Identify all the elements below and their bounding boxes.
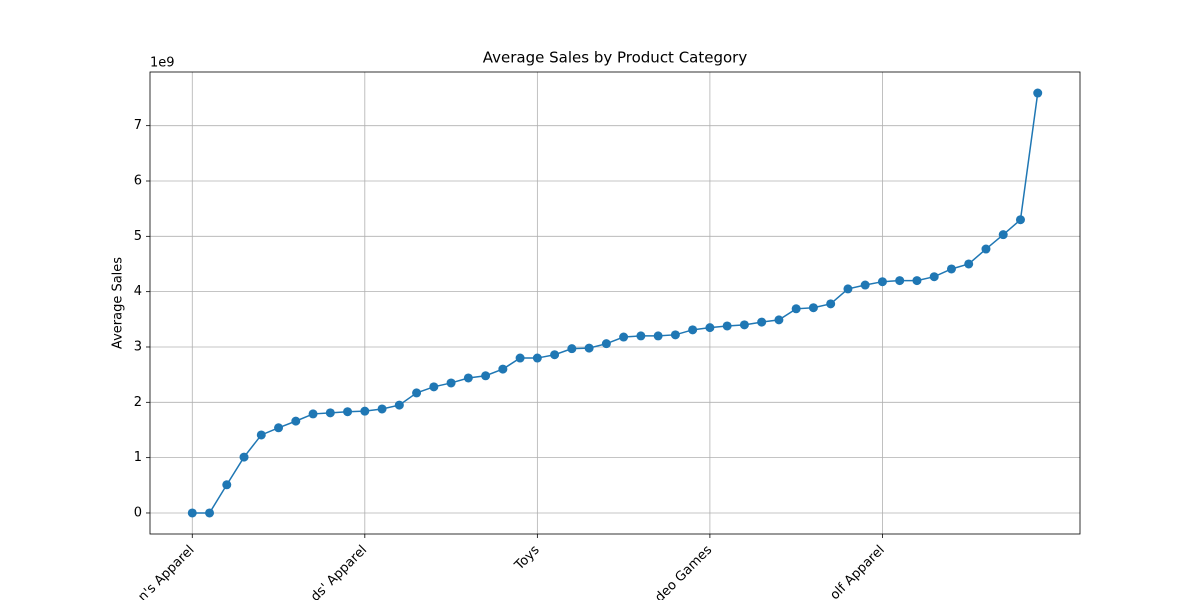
point	[481, 371, 491, 381]
x-tick-label: olf Apparel	[827, 543, 887, 600]
y-tick-label: 5	[134, 229, 142, 244]
y-tick-label: 2	[134, 395, 142, 410]
point	[843, 284, 853, 294]
chart-title: Average Sales by Product Category	[483, 49, 748, 67]
point	[981, 244, 991, 254]
point	[429, 382, 439, 392]
point	[895, 276, 905, 286]
point	[463, 373, 473, 383]
point	[877, 277, 887, 287]
point	[256, 430, 266, 440]
point	[998, 230, 1008, 240]
point	[601, 339, 611, 349]
point	[239, 452, 249, 462]
point	[532, 353, 542, 363]
point	[619, 332, 629, 342]
point	[739, 320, 749, 330]
point	[860, 280, 870, 290]
point	[291, 416, 301, 426]
point	[325, 408, 335, 418]
y-tick-label: 6	[134, 173, 142, 188]
x-tick-label: Toys	[511, 543, 542, 574]
point	[1033, 88, 1043, 98]
point	[791, 304, 801, 314]
point	[636, 331, 646, 341]
point	[360, 406, 370, 416]
point	[705, 323, 715, 333]
point	[567, 344, 577, 354]
y-tick-label: 1	[134, 450, 142, 465]
y-tick-label: 0	[134, 505, 142, 520]
y-offset-label: 1e9	[150, 56, 175, 71]
point	[1015, 215, 1025, 225]
point	[653, 331, 663, 341]
plot-frame	[149, 71, 1081, 535]
x-tick-label: ds' Apparel	[308, 543, 370, 600]
point	[446, 378, 456, 388]
point	[394, 400, 404, 410]
point	[912, 276, 922, 286]
x-tick-label: deo Games	[652, 543, 715, 600]
point	[688, 325, 698, 335]
point	[222, 480, 232, 490]
y-tick-label: 3	[134, 339, 142, 354]
point	[929, 272, 939, 282]
point	[550, 350, 560, 360]
point	[187, 508, 197, 518]
point	[757, 317, 767, 327]
point	[205, 508, 215, 518]
point	[377, 404, 387, 414]
point	[274, 423, 284, 433]
point	[584, 343, 594, 353]
point	[498, 364, 508, 374]
line	[192, 92, 1039, 514]
point	[964, 259, 974, 269]
point	[412, 388, 422, 398]
y-tick-label: 4	[134, 284, 142, 299]
point	[670, 330, 680, 340]
point	[343, 407, 353, 417]
point	[808, 303, 818, 313]
x-tick-label: n's Apparel	[136, 543, 198, 600]
point	[515, 353, 525, 363]
point	[946, 264, 956, 274]
point	[308, 409, 318, 419]
point	[826, 299, 836, 309]
y-tick-label: 7	[134, 118, 142, 133]
point	[774, 315, 784, 325]
y-axis-label: Average Sales	[111, 257, 126, 349]
point	[722, 321, 732, 331]
